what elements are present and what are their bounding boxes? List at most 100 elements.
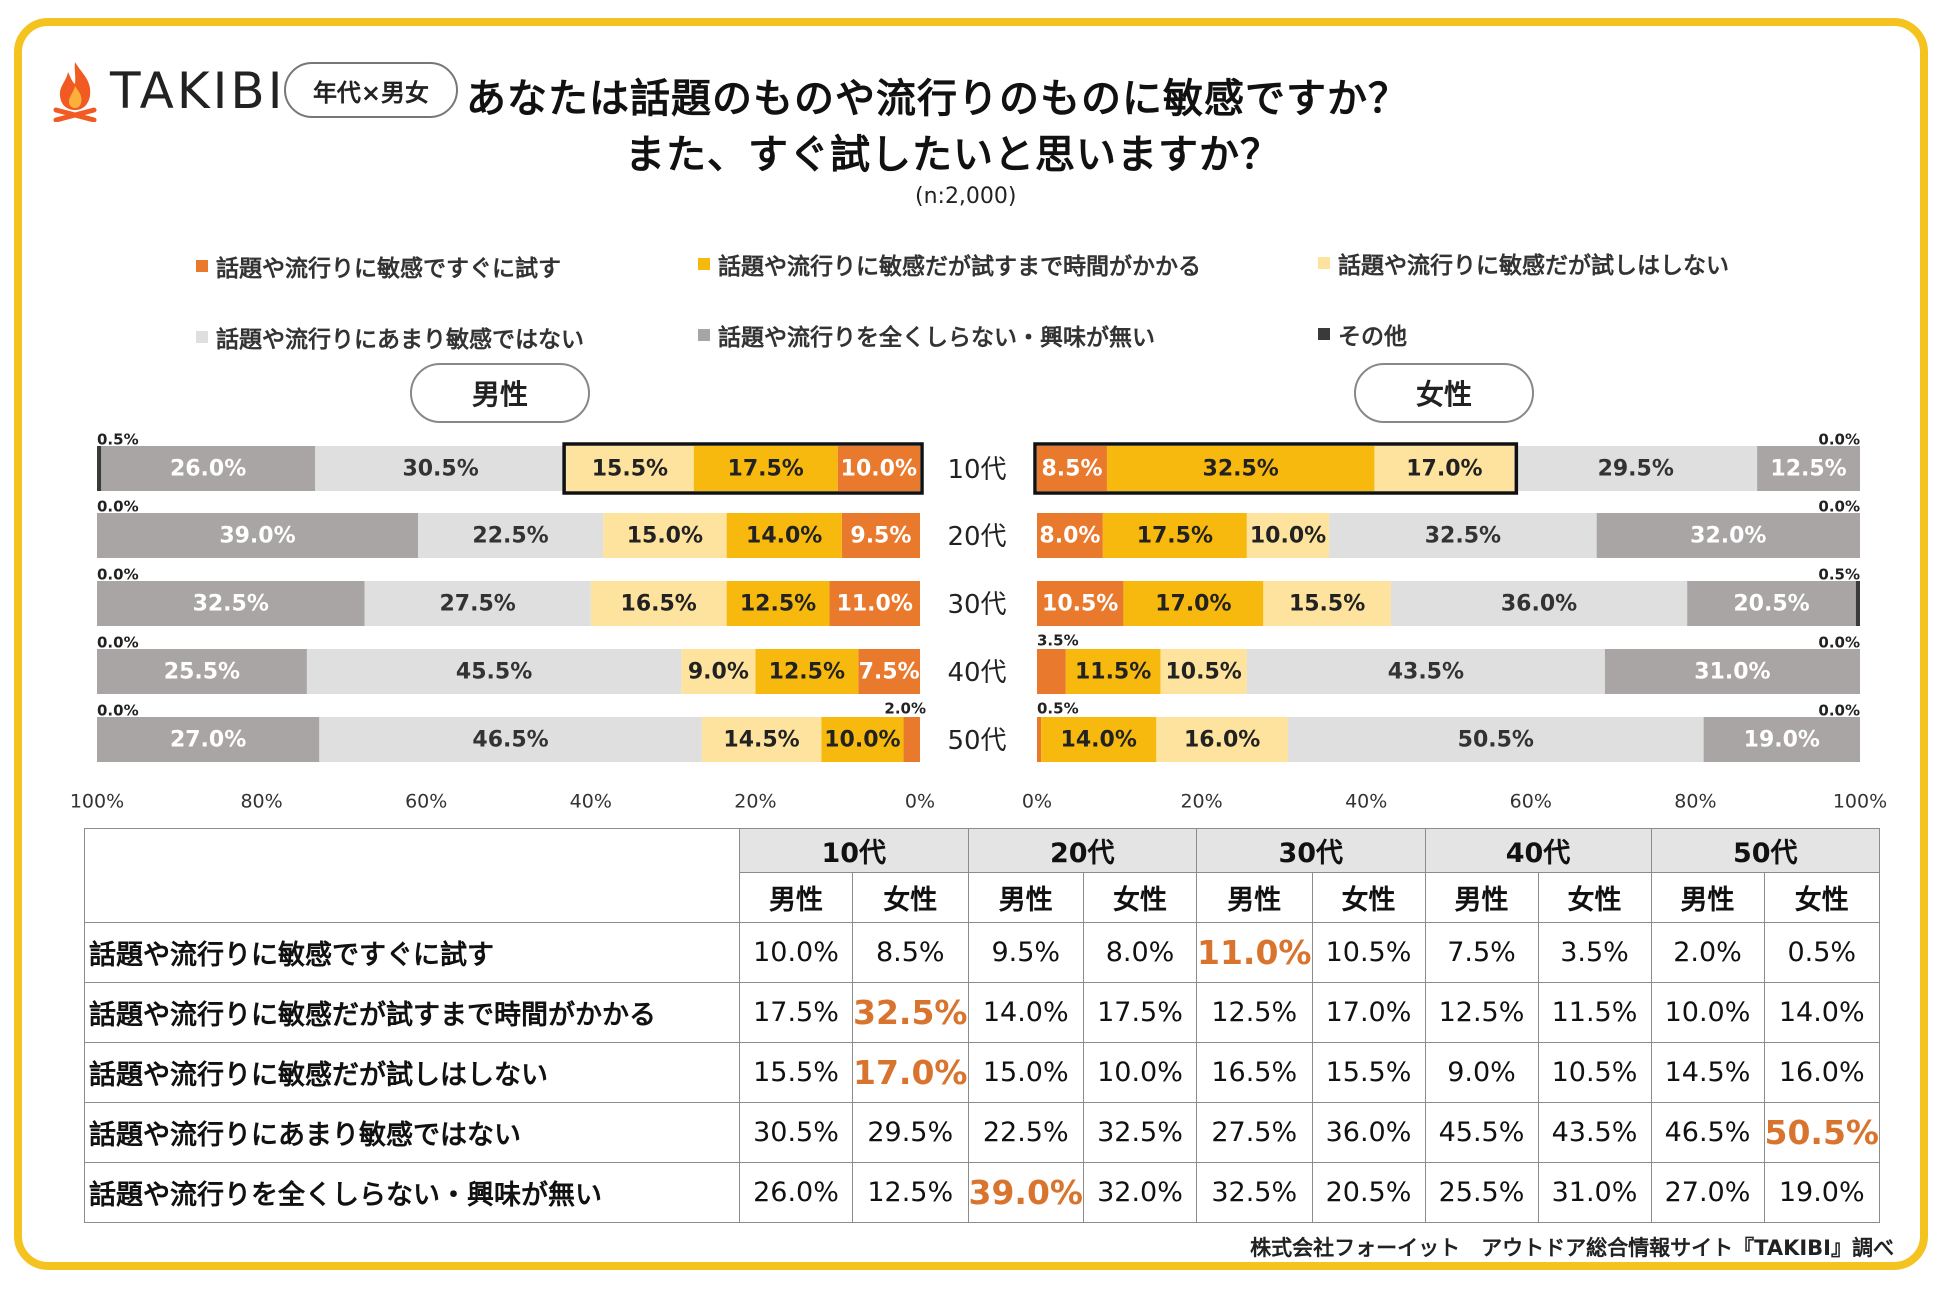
bar-label: 10.0% [824, 728, 900, 753]
bar-segment [364, 581, 591, 626]
bar-segment [1123, 581, 1264, 626]
bar-label: 46.5% [472, 728, 548, 753]
table-cell: 11.0% [1196, 922, 1313, 983]
bar-segment [97, 581, 365, 626]
table-gender-header: 女性 [1311, 872, 1426, 923]
bar-label: 15.5% [1289, 592, 1365, 617]
table-cell: 45.5% [1424, 1102, 1539, 1163]
table-age-header: 10代 [739, 828, 969, 873]
bar-small-label: 0.5% [97, 431, 139, 449]
table-cell: 17.0% [852, 1042, 969, 1103]
legend-swatch [1318, 328, 1330, 340]
axis-tick-label: 20% [734, 791, 776, 813]
table-cell: 12.5% [1196, 982, 1313, 1043]
bar-label: 17.5% [728, 457, 804, 482]
legend-swatch [698, 258, 710, 270]
bar-segment [1037, 446, 1107, 491]
table-gender-header: 女性 [1763, 872, 1880, 923]
table-cell: 39.0% [967, 1162, 1084, 1223]
bar-label: 15.5% [592, 457, 668, 482]
bar-segment [1514, 446, 1758, 491]
axis-tick-label: 80% [1674, 791, 1716, 813]
table-cell: 46.5% [1650, 1102, 1765, 1163]
table-gender-header: 男性 [967, 872, 1084, 923]
bar-small-label: 0.0% [1818, 431, 1860, 449]
table-cell: 26.0% [739, 1162, 853, 1223]
table-age-header: 20代 [967, 828, 1197, 873]
page-title-line2: また、すぐ試したいと思いますか？ [625, 132, 1281, 178]
bar-label: 8.0% [1039, 524, 1100, 549]
table-cell: 2.0% [1650, 922, 1765, 983]
brand-logo: TAKIBI [52, 60, 285, 122]
bar-label: 10.5% [1042, 592, 1118, 617]
table-row: 話題や流行りに敏感ですぐに試す 10.0% 8.5% 9.5% 8.0% 11.0% 10.… [84, 922, 1880, 983]
source-credit: 株式会社フォーイット アウトドア総合情報サイト『TAKIBI』調べ [1250, 1236, 1894, 1260]
bar-label: 14.5% [723, 728, 799, 753]
bar-small-label: 0.0% [1818, 498, 1860, 516]
bar-segment [1596, 513, 1860, 558]
bar-small-label: 0.0% [97, 634, 139, 652]
table-cell: 32.5% [1196, 1162, 1313, 1223]
bar-segment [858, 649, 920, 694]
bar-label: 11.5% [1075, 660, 1151, 685]
bar-segment [1037, 513, 1103, 558]
highlight-box [562, 442, 924, 495]
table-cell: 3.5% [1537, 922, 1652, 983]
table-cell: 11.5% [1537, 982, 1652, 1043]
bar-label: 36.0% [1501, 592, 1577, 617]
panel-label-female: 女性 [1354, 363, 1534, 423]
bar-label: 17.0% [1155, 592, 1231, 617]
table-cell: 50.5% [1763, 1102, 1880, 1163]
segment-badge: 年代×男女 [284, 62, 458, 118]
table-cell: 16.0% [1763, 1042, 1880, 1103]
bar-label: 17.5% [1137, 524, 1213, 549]
bar-label: 16.0% [1184, 728, 1260, 753]
bar-label: 12.5% [769, 660, 845, 685]
bar-segment [701, 717, 822, 762]
axis-tick-label: 100% [70, 791, 124, 813]
bar-segment [417, 513, 604, 558]
age-category-label: 30代 [947, 590, 1006, 620]
bar-small-label: 0.0% [97, 566, 139, 584]
axis-tick-label: 40% [1345, 791, 1387, 813]
legend-item: 話題や流行りに敏感ですぐに試す [196, 249, 561, 283]
table-gender-header: 女性 [852, 872, 969, 923]
axis-tick-label: 60% [1510, 791, 1552, 813]
bar-small-label: 0.5% [1037, 700, 1079, 718]
table-cell: 32.5% [852, 982, 969, 1043]
table-cell: 25.5% [1424, 1162, 1539, 1223]
age-category-label: 20代 [947, 522, 1006, 552]
axis-tick-label: 0% [1022, 791, 1052, 813]
table-gender-header: 女性 [1083, 872, 1197, 923]
bar-segment [841, 513, 920, 558]
bar-label: 7.5% [859, 660, 920, 685]
bar-segment [1757, 446, 1860, 491]
table-cell: 10.0% [1650, 982, 1765, 1043]
bar-segment [1687, 581, 1856, 626]
table-cell: 14.5% [1650, 1042, 1765, 1103]
bar-segment [97, 513, 418, 558]
bar-label: 32.5% [1203, 457, 1279, 482]
table-cell: 15.5% [739, 1042, 853, 1103]
bar-segment [1106, 446, 1375, 491]
bar-segment [1037, 581, 1124, 626]
table-cell: 10.0% [739, 922, 853, 983]
table-cell: 20.5% [1311, 1162, 1426, 1223]
table-age-header: 40代 [1424, 828, 1652, 873]
butterfly-chart: 10.0% 17.5% 15.5% 30.5% 26.0% 0.5% 9.5% 14.0% 15… [70, 431, 1887, 813]
table-cell: 12.5% [1424, 982, 1539, 1043]
legend-label: 話題や流行りに敏感だが試しはしない [1338, 253, 1729, 279]
axis-tick-label: 80% [240, 791, 282, 813]
bar-segment [837, 446, 920, 491]
bar-segment [1390, 581, 1688, 626]
bar-segment [1604, 649, 1860, 694]
bar-segment [1037, 649, 1066, 694]
bar-label: 17.0% [1406, 457, 1482, 482]
age-category-label: 50代 [947, 726, 1006, 756]
bar-segment [97, 717, 320, 762]
bar-segment [693, 446, 838, 491]
bar-segment [821, 717, 904, 762]
bar-segment [1374, 446, 1515, 491]
table-gender-header: 男性 [739, 872, 853, 923]
legend-label: 話題や流行りに敏感ですぐに試す [216, 256, 561, 282]
